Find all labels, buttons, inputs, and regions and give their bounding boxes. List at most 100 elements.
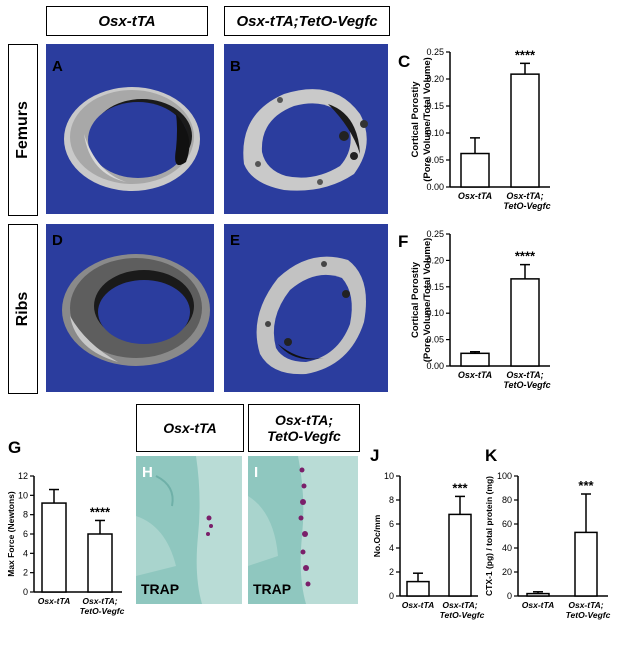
row-header-ribs: Ribs bbox=[8, 224, 38, 394]
y-tick-label: 0.10 bbox=[426, 128, 444, 138]
panel-label-c: C bbox=[398, 52, 411, 71]
y-axis-label: CTX-1 (pg) / total protein (mg) bbox=[484, 476, 494, 596]
significance-marker: **** bbox=[90, 504, 111, 519]
microct-femur-vegfc bbox=[224, 44, 388, 214]
category-label: Osx-tTA bbox=[38, 596, 70, 606]
y-tick-label: 10 bbox=[384, 471, 394, 481]
bar bbox=[448, 513, 472, 597]
y-tick-label: 8 bbox=[23, 510, 28, 520]
bar bbox=[87, 533, 113, 593]
y-tick-label: 0.25 bbox=[426, 47, 444, 57]
bar bbox=[574, 531, 598, 597]
panel-label-b: B bbox=[230, 58, 241, 75]
column-header-control: Osx-tTA bbox=[46, 6, 208, 36]
significance-marker: **** bbox=[515, 249, 536, 264]
y-axis-label: Cortical Porostiy bbox=[410, 261, 421, 338]
y-tick-label: 40 bbox=[502, 543, 512, 553]
stain-label-i: TRAP bbox=[253, 581, 292, 597]
bar bbox=[41, 502, 67, 593]
microct-rib-control bbox=[46, 224, 214, 392]
row-header-femurs-text: Femurs bbox=[14, 101, 31, 159]
significance-marker: *** bbox=[452, 480, 468, 495]
panel-label-a: A bbox=[52, 58, 63, 75]
bar bbox=[406, 580, 430, 597]
column-header-vegfc: Osx-tTA;TetO-Vegfc bbox=[224, 6, 390, 36]
category-label: Osx-tTA; bbox=[506, 370, 543, 380]
bar bbox=[510, 278, 540, 367]
microct-femur-control bbox=[46, 44, 214, 214]
y-tick-label: 6 bbox=[389, 519, 394, 529]
histology-trap-vegfc bbox=[248, 456, 358, 604]
category-label: TetO-Vegfc bbox=[440, 610, 485, 620]
y-tick-label: 4 bbox=[389, 543, 394, 553]
y-tick-label: 0.05 bbox=[426, 335, 444, 345]
y-tick-label: 0.05 bbox=[426, 155, 444, 165]
column-header-control-text: Osx-tTA bbox=[98, 12, 156, 30]
category-label: Osx-tTA bbox=[402, 600, 434, 610]
histology-header-control-text: Osx-tTA bbox=[163, 420, 217, 436]
chart-f-rib-porosity: 0.00 0.05 0.10 0.15 0.20 0.25 Osx-tTA **** Osx-t… bbox=[410, 229, 551, 390]
y-tick-label: 12 bbox=[18, 471, 28, 481]
chart-g-max-force: 0 2 4 6 8 10 12 Osx-tTA **** Osx-tTA;TetO-Vegfc Ma… bbox=[6, 471, 125, 616]
significance-marker: **** bbox=[515, 47, 536, 62]
significance-marker: *** bbox=[578, 478, 594, 493]
row-header-femurs: Femurs bbox=[8, 44, 38, 216]
microct-rib-vegfc bbox=[224, 224, 388, 392]
y-tick-label: 2 bbox=[23, 568, 28, 578]
histology-header-vegfc: Osx-tTA; TetO-Vegfc bbox=[248, 404, 360, 452]
panel-label-g: G bbox=[8, 438, 22, 457]
y-axis-label: (Pore Volume/Total Volume) bbox=[422, 238, 433, 363]
y-tick-label: 4 bbox=[23, 548, 28, 558]
bar bbox=[460, 352, 490, 367]
category-label: TetO-Vegfc bbox=[503, 201, 550, 211]
y-tick-label: 0.20 bbox=[426, 255, 444, 265]
y-tick-label: 6 bbox=[23, 529, 28, 539]
row-header-ribs-text: Ribs bbox=[14, 291, 31, 327]
category-label: Osx-tTA; bbox=[506, 191, 543, 201]
category-label: TetO-Vegfc bbox=[80, 606, 125, 616]
y-tick-label: 0.00 bbox=[426, 182, 444, 192]
panel-label-e: E bbox=[230, 232, 241, 249]
y-tick-label: 0.10 bbox=[426, 308, 444, 318]
panel-label-h: H bbox=[142, 464, 153, 481]
chart-k-ctx1: 0 20 40 60 80 100 Osx-tTA *** Osx-tTA;TetO-Vegfc… bbox=[484, 471, 611, 620]
panel-label-d: D bbox=[52, 232, 63, 249]
histology-trap-control bbox=[136, 456, 242, 604]
category-label: Osx-tTA bbox=[458, 370, 492, 380]
panel-label-j: J bbox=[370, 446, 380, 465]
bar bbox=[510, 73, 540, 188]
y-tick-label: 0 bbox=[389, 591, 394, 601]
panel-label-k: K bbox=[485, 446, 498, 465]
y-axis-label: Max Force (Newtons) bbox=[6, 491, 16, 577]
y-tick-label: 80 bbox=[502, 495, 512, 505]
histology-header-vegfc-line1: Osx-tTA; bbox=[274, 411, 334, 428]
y-tick-label: 10 bbox=[18, 490, 28, 500]
y-axis-label: No.Oc/mm bbox=[372, 514, 382, 557]
y-tick-label: 0.20 bbox=[426, 74, 444, 84]
panel-label-f: F bbox=[398, 232, 409, 251]
y-tick-label: 0.00 bbox=[426, 361, 444, 371]
y-tick-label: 0.15 bbox=[426, 101, 444, 111]
panel-label-i: I bbox=[254, 464, 259, 481]
chart-j-osteoclast-number: 0 2 4 6 8 10 Osx-tTA *** Osx-tTA;TetO-Vegfc No.Oc… bbox=[372, 471, 485, 620]
y-axis-label: Cortical Porostiy bbox=[410, 81, 421, 158]
y-axis-label: (Pore Volume/Total Volume) bbox=[422, 57, 433, 182]
category-label: Osx-tTA; bbox=[442, 600, 477, 610]
category-label: TetO-Vegfc bbox=[566, 610, 611, 620]
bar bbox=[460, 152, 490, 188]
category-label: Osx-tTA bbox=[522, 600, 554, 610]
category-label: TetO-Vegfc bbox=[503, 380, 550, 390]
y-tick-label: 0 bbox=[507, 591, 512, 601]
category-label: Osx-tTA; bbox=[82, 596, 117, 606]
y-tick-label: 100 bbox=[497, 471, 512, 481]
y-tick-label: 0 bbox=[23, 587, 28, 597]
y-tick-label: 2 bbox=[389, 567, 394, 577]
bar bbox=[526, 592, 550, 597]
category-label: Osx-tTA bbox=[458, 191, 492, 201]
y-tick-label: 60 bbox=[502, 519, 512, 529]
column-header-vegfc-text: Osx-tTA;TetO-Vegfc bbox=[236, 12, 378, 30]
y-tick-label: 0.25 bbox=[426, 229, 444, 239]
histology-header-control: Osx-tTA bbox=[136, 404, 244, 452]
y-tick-label: 8 bbox=[389, 495, 394, 505]
